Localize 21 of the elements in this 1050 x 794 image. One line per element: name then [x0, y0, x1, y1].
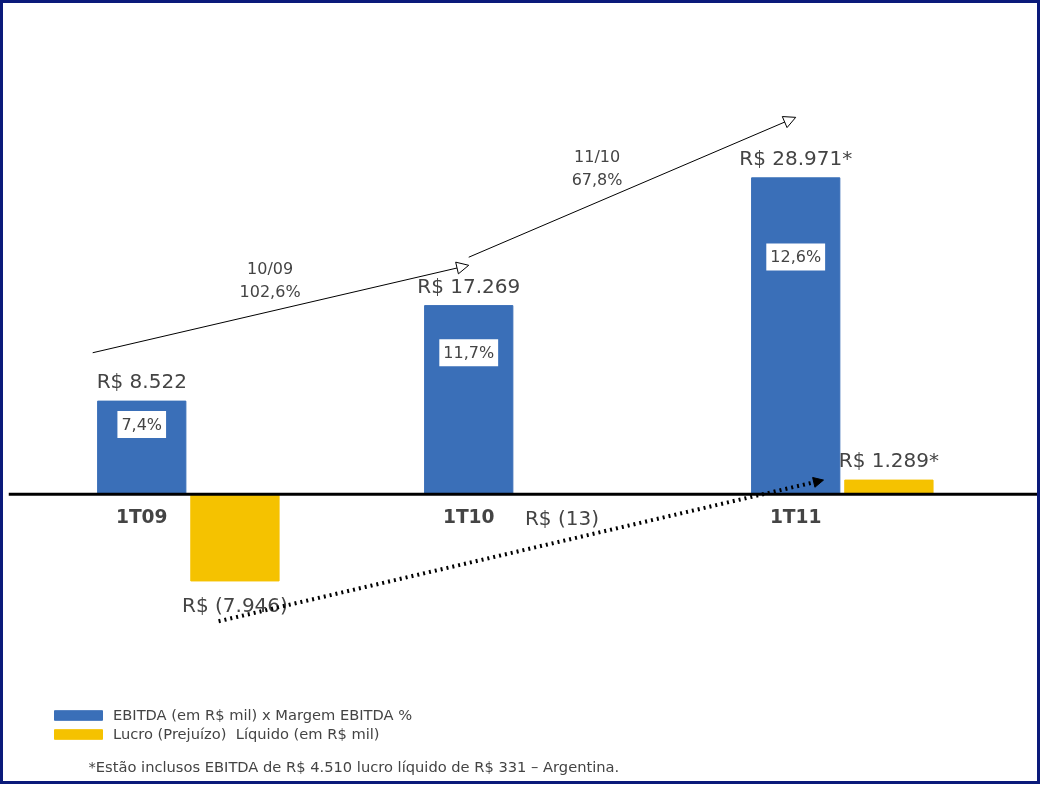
data-label: R$ 17.269 [417, 273, 521, 298]
data-label: R$ 8.522 [96, 369, 187, 394]
x-tick-label: 1T11 [769, 506, 822, 528]
text: *Estão inclusos EBITDA de R$ 4.510 lucro líquido de R$ 331 – Argentina. [88, 757, 620, 775]
bar [844, 479, 934, 495]
bar [190, 493, 280, 582]
bar [751, 177, 841, 495]
data-label: R$ (13) [524, 506, 599, 531]
legend-label: EBITDA (em R$ mil) x Margem EBITDA % [113, 706, 413, 723]
annotation: 10/09 102,6% [239, 259, 301, 301]
annotation: 11,7% [443, 343, 495, 363]
bar [424, 305, 514, 495]
x-tick-label: 1T10 [442, 506, 495, 528]
x-tick-label: 1T09 [115, 506, 168, 528]
data-label: R$ 28.971* [739, 145, 853, 170]
legend-label: Lucro (Prejuízo) Líquido (em R$ mil) [113, 725, 380, 742]
annotation: 7,4% [121, 414, 163, 434]
annotation: 11/10 67,8% [571, 147, 623, 190]
annotation: 12,6% [770, 247, 822, 267]
data-label: R$ 1.289* [838, 448, 940, 473]
data-label: R$ (7.946) [182, 592, 288, 617]
